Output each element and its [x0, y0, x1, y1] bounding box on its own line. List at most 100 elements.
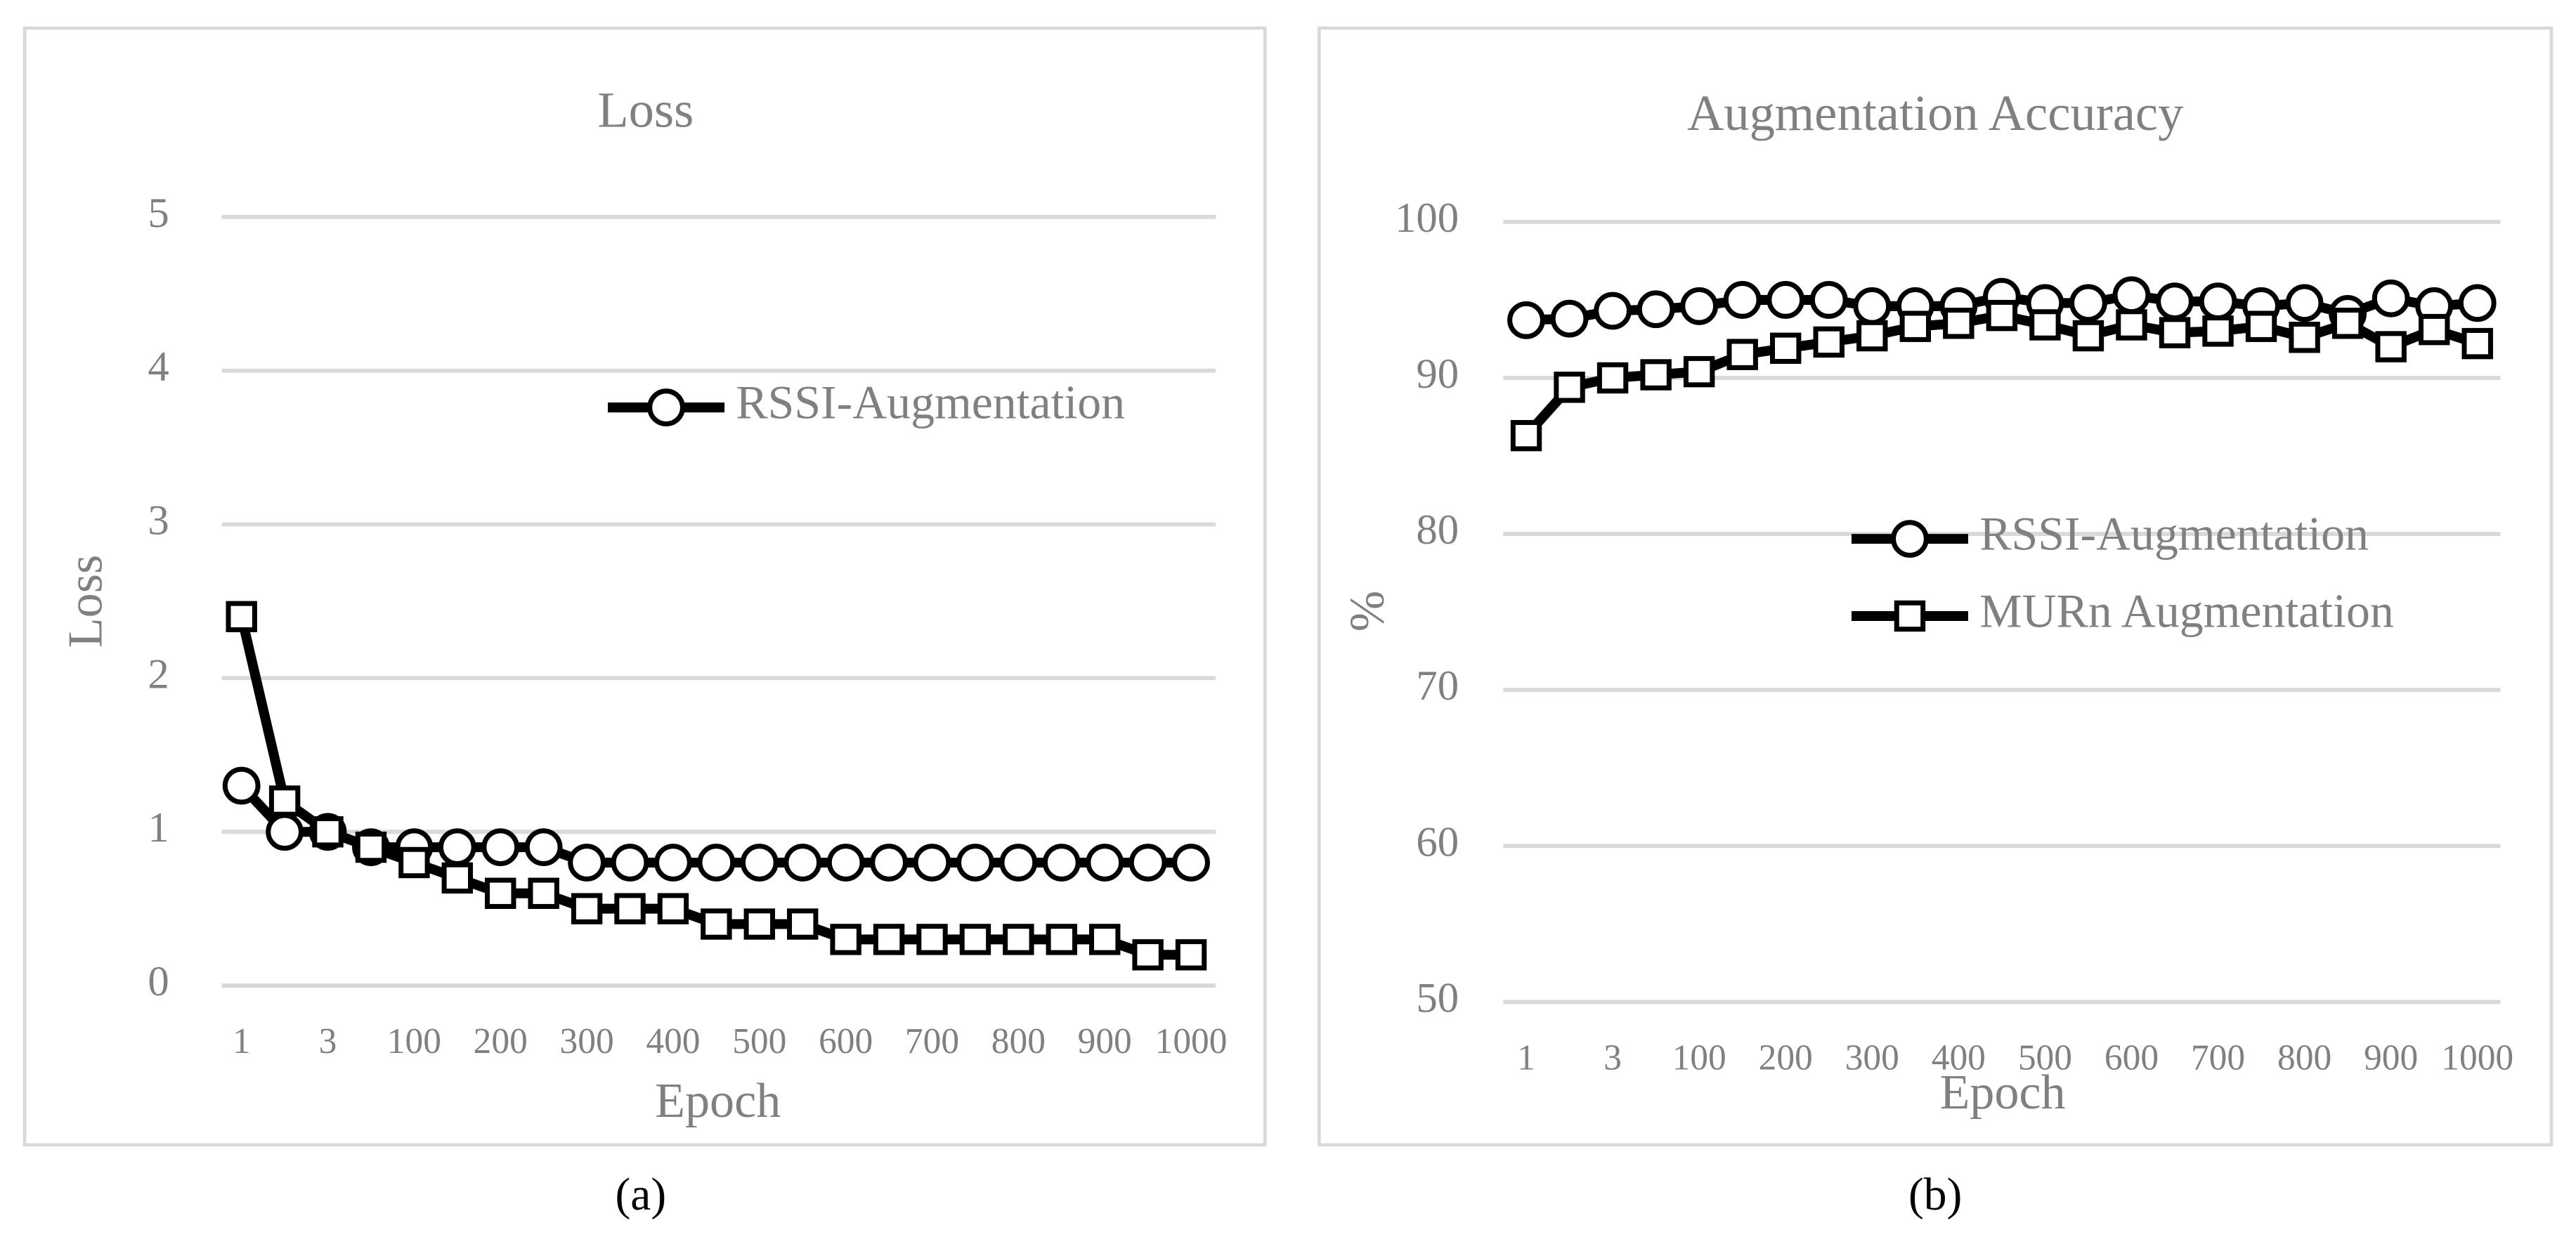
y-tick-label: 80 [1416, 506, 1459, 554]
x-tick-label: 100 [387, 1021, 441, 1061]
marker [2199, 282, 2237, 321]
marker [1132, 939, 1164, 971]
marker [1594, 292, 1632, 330]
y-tick-label: 5 [148, 190, 169, 237]
marker [1640, 359, 1672, 391]
x-tick-label: 300 [1845, 1038, 1899, 1078]
marker [2289, 322, 2320, 353]
marker [657, 893, 689, 924]
y-tick-label: 90 [1416, 351, 1459, 398]
y-tick-label: 4 [148, 343, 169, 391]
x-tick-label: 1 [233, 1021, 251, 1061]
marker [830, 924, 861, 955]
marker [2159, 317, 2191, 348]
marker [1507, 301, 1545, 339]
x-tick-label: 200 [1759, 1038, 1813, 1078]
x-tick-label: 800 [991, 1021, 1046, 1061]
marker [1086, 844, 1124, 882]
x-tick-label: 500 [732, 1021, 786, 1061]
marker [743, 908, 776, 940]
marker [1856, 320, 1888, 352]
marker [614, 893, 646, 924]
marker [701, 908, 732, 940]
marker [1809, 281, 1848, 319]
x-tick-label: 500 [2018, 1038, 2072, 1078]
marker [2116, 309, 2147, 341]
marker [568, 844, 606, 882]
marker [1510, 419, 1542, 452]
marker [355, 831, 387, 863]
marker [485, 877, 516, 909]
marker [2331, 308, 2364, 339]
x-tick-label: 600 [819, 1021, 873, 1061]
marker [959, 924, 991, 955]
x-tick-label: 700 [905, 1021, 959, 1061]
x-tick-label: 400 [646, 1021, 700, 1061]
marker [870, 844, 908, 882]
x-tick-label: 3 [319, 1021, 337, 1061]
marker [2029, 309, 2061, 341]
legend-label: MURn Augmentation [1979, 585, 2393, 638]
marker [2372, 279, 2410, 318]
y-tick-label: 3 [148, 497, 169, 544]
x-tick-label: 200 [474, 1021, 528, 1061]
y-tick-label: 50 [1416, 974, 1459, 1021]
marker [2072, 320, 2105, 352]
marker [1899, 310, 1932, 342]
marker [312, 816, 344, 848]
chart-title: Loss [597, 81, 694, 138]
y-tick-label: 60 [1416, 818, 1459, 865]
marker [2285, 284, 2324, 322]
legend-marker [1891, 520, 1929, 558]
marker [1046, 924, 1077, 955]
marker [1596, 362, 1629, 394]
marker [1172, 844, 1210, 882]
legend-label: RSSI-Augmentation [736, 377, 1125, 429]
marker [226, 601, 257, 633]
marker [826, 844, 865, 882]
marker [441, 862, 474, 894]
marker [1554, 372, 1585, 403]
marker [2375, 331, 2407, 362]
marker [1813, 326, 1845, 358]
line [236, 615, 1192, 960]
caption: (b) [1908, 1170, 1962, 1220]
x-tick-label: 1000 [1155, 1021, 1228, 1061]
marker [2245, 310, 2277, 342]
marker [1769, 332, 1802, 364]
y-tick-label: 0 [148, 958, 169, 1005]
legend-label: RSSI-Augmentation [1979, 508, 2369, 561]
marker [1853, 287, 1892, 325]
marker [611, 844, 649, 882]
marker [1683, 355, 1715, 388]
marker [654, 844, 692, 882]
marker [916, 924, 948, 955]
marker [524, 828, 563, 866]
marker [528, 877, 559, 909]
marker [1003, 924, 1034, 955]
x-tick-label: 600 [2105, 1038, 2159, 1078]
marker [1767, 281, 1805, 319]
x-tick-label: 300 [560, 1021, 614, 1061]
x-axis-title: Epoch [655, 1073, 781, 1128]
x-tick-label: 3 [1604, 1038, 1622, 1078]
x-tick-label: 700 [2191, 1038, 2245, 1078]
marker [1128, 844, 1167, 882]
marker [438, 828, 476, 866]
x-tick-label: 400 [1932, 1038, 1986, 1078]
marker [2112, 276, 2151, 315]
marker [1088, 924, 1121, 955]
legend-marker [1894, 600, 1926, 632]
legend-marker [647, 388, 685, 426]
marker [2458, 284, 2497, 322]
y-tick-label: 100 [1395, 195, 1459, 242]
x-tick-label: 1 [1517, 1038, 1535, 1078]
marker [266, 813, 304, 851]
marker [1680, 287, 1719, 325]
caption: (a) [615, 1170, 666, 1220]
marker [1986, 299, 2018, 332]
marker [1726, 339, 1758, 370]
marker [481, 828, 520, 866]
